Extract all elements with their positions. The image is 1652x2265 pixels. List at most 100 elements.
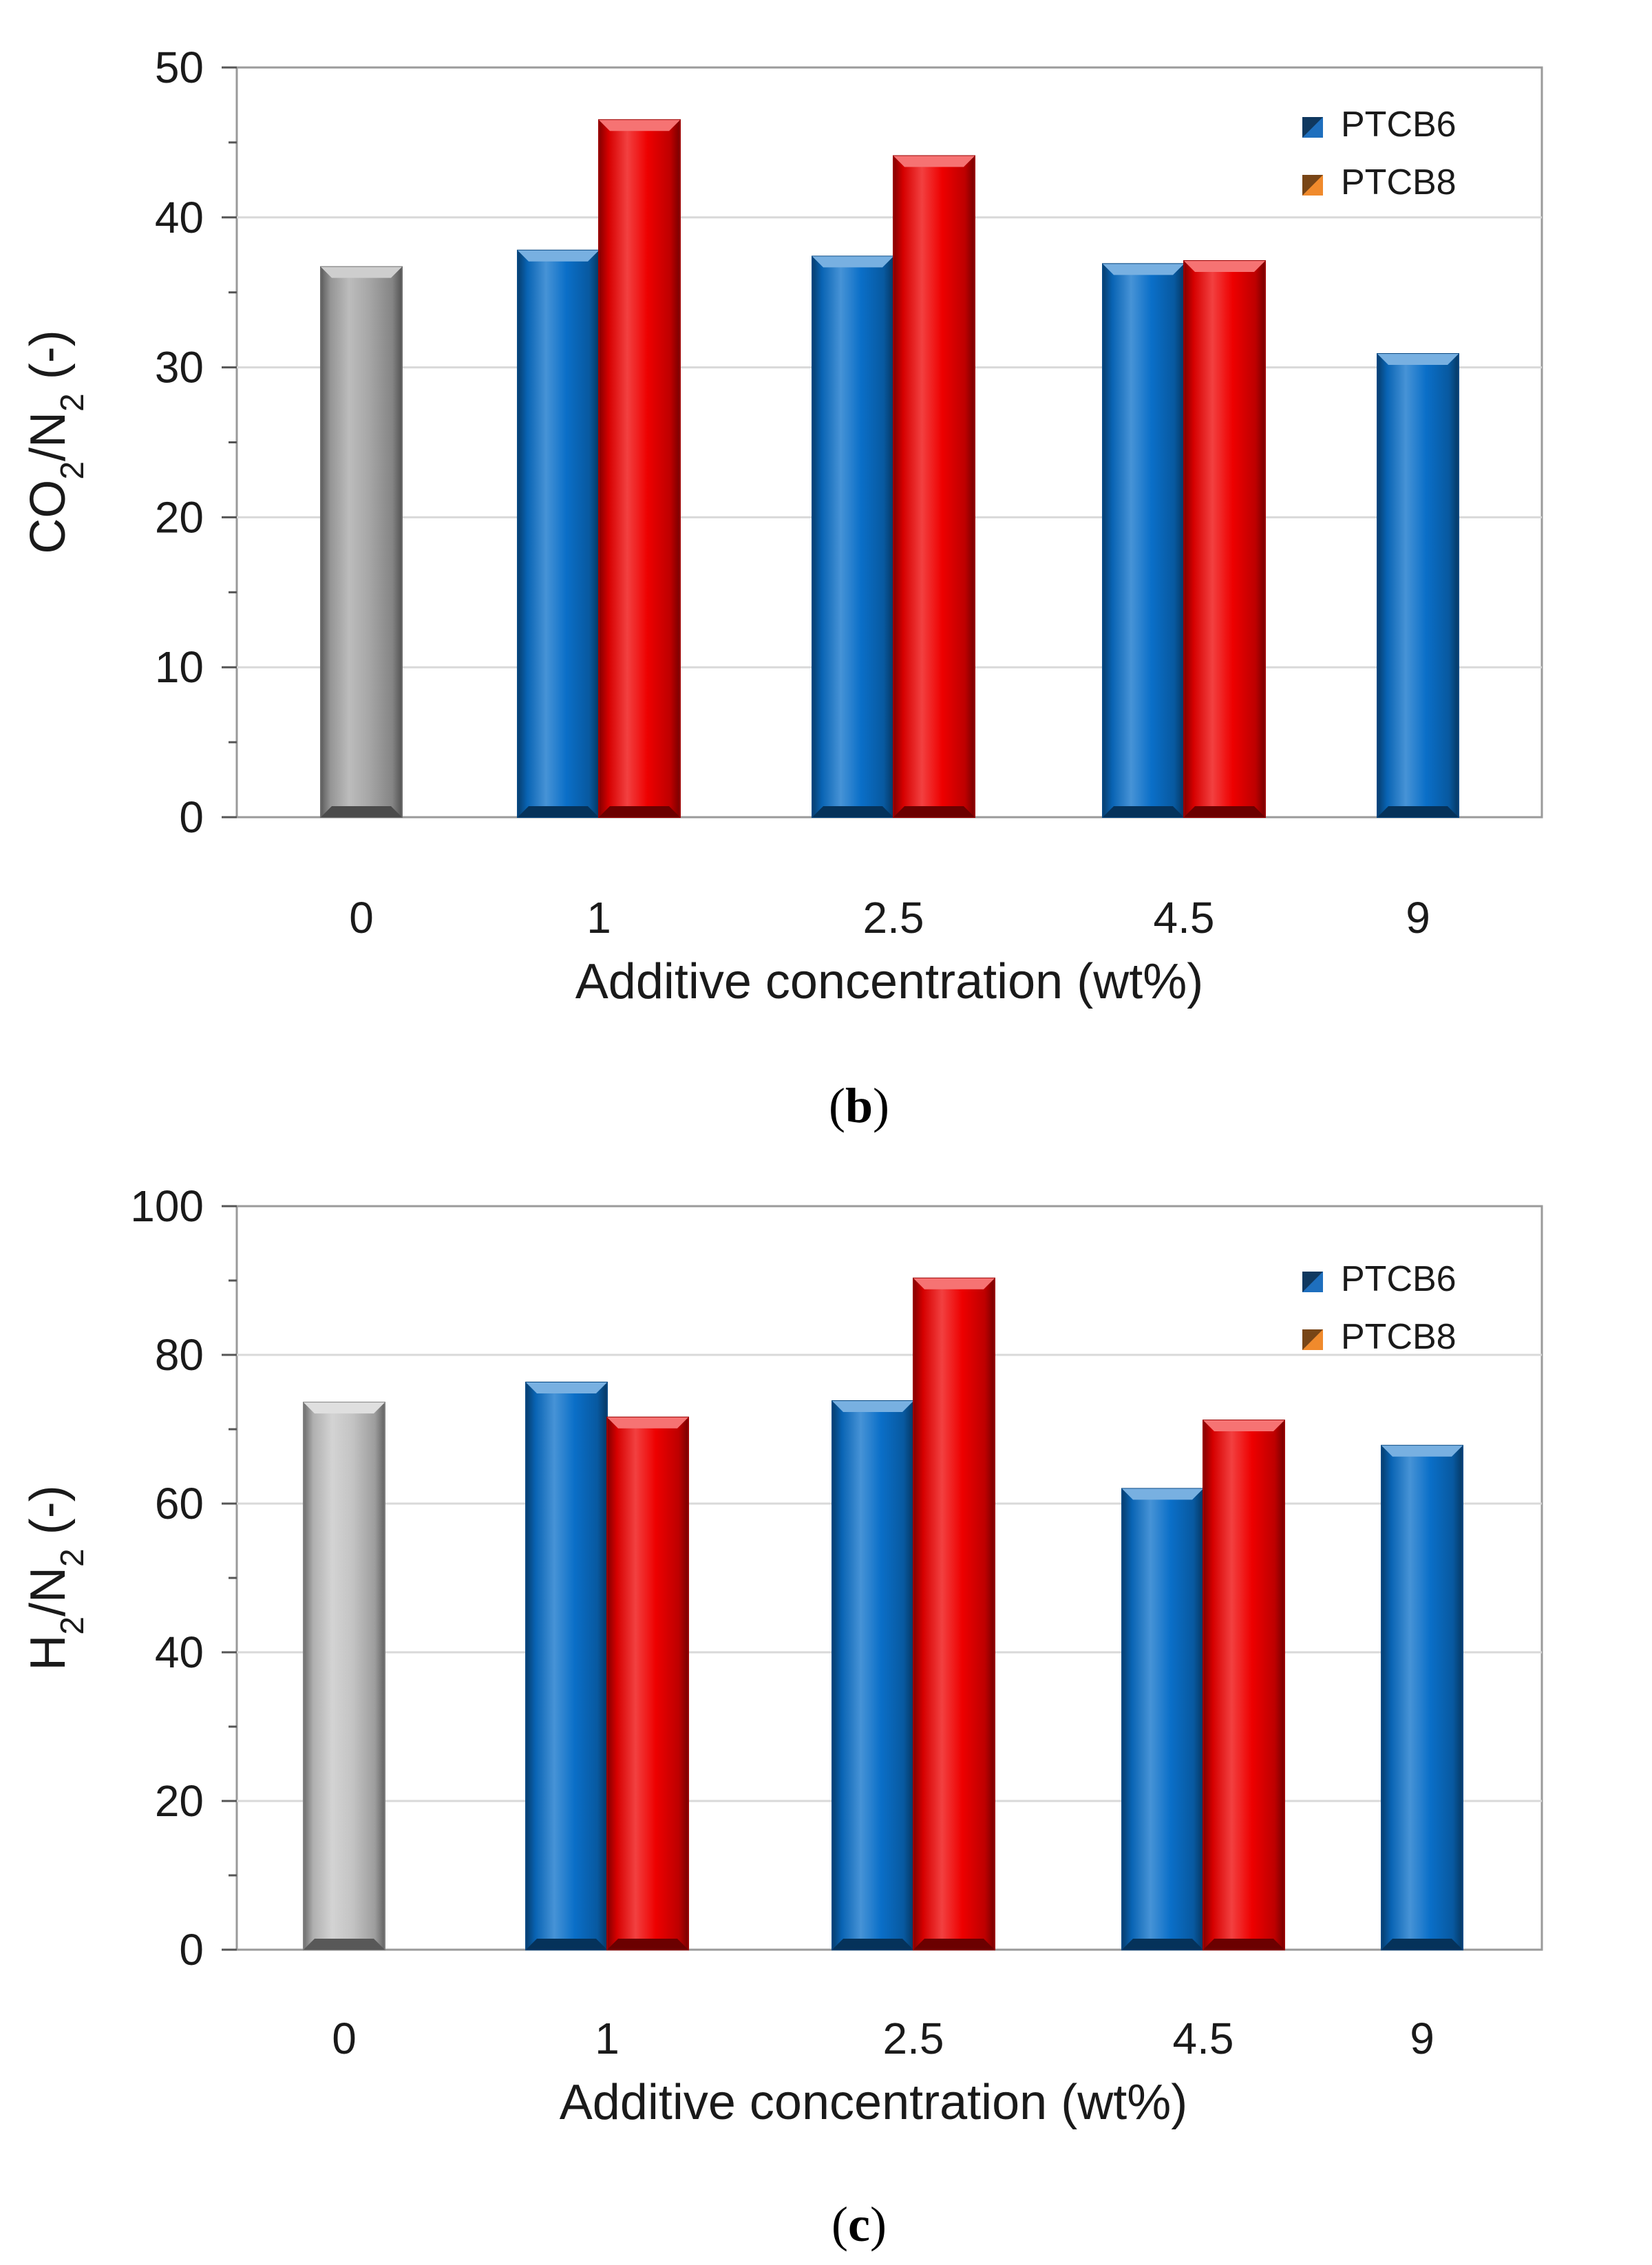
chart1-bar-body	[1203, 1420, 1285, 1951]
chart0-x-tick-label: 4.5	[1154, 893, 1215, 942]
chart0-bar-body	[812, 255, 894, 819]
chart1-bar-top-bevel	[1203, 1420, 1284, 1432]
chart1-bar-top-bevel	[1122, 1488, 1203, 1500]
chart1-y-tick-label: 40	[155, 1627, 204, 1677]
chart0-bar-neat-0	[320, 266, 403, 818]
chart0-y-tick-label: 30	[155, 343, 204, 392]
chart0-y-axis-title: CO2/N2 (-)	[21, 330, 91, 554]
chart0-bar-body	[1377, 352, 1459, 818]
chart0-bar-top-bevel	[1184, 260, 1265, 272]
chart1-legend-swatch-ptcb6	[1302, 1272, 1323, 1292]
chart1-bar-bottom-bevel	[304, 1939, 385, 1950]
chart0-bar-bottom-bevel	[1377, 806, 1459, 817]
chart0-panel-letter: b	[845, 1078, 873, 1133]
chart0-legend-swatch-shade	[1302, 175, 1323, 196]
chart1-bar-body	[913, 1277, 995, 1950]
chart0-bar-ptcb6-1	[517, 249, 600, 818]
chart0-bar-ptcb6-4.5	[1102, 263, 1185, 818]
chart1-legend-label-ptcb8: PTCB8	[1341, 1317, 1457, 1357]
chart1-panel-label: (c)	[832, 2197, 887, 2252]
chart0-bar-top-bevel	[518, 250, 599, 262]
chart1-x-tick-label: 4.5	[1173, 2014, 1234, 2063]
chart1-bar-body	[1381, 1444, 1463, 1950]
chart0-panel-paren-open: (	[829, 1078, 845, 1133]
chart0-y-axis-title-part: /N	[21, 412, 76, 461]
chart0-bar-body	[517, 249, 600, 818]
chart1-y-axis-title-part: (-)	[21, 1485, 76, 1548]
chart0-bar-ptcb6-2.5	[812, 255, 894, 819]
chart0-bar-body	[598, 119, 681, 819]
chart1-bar-top-bevel	[526, 1382, 607, 1393]
chart0-bar-top-bevel	[599, 120, 680, 131]
chart0-bar-bottom-bevel	[812, 806, 893, 817]
chart0-y-axis-title-part: (-)	[21, 330, 76, 393]
chart1-bar-ptcb6-4.5	[1121, 1488, 1204, 1950]
chart1-bar-ptcb6-9	[1381, 1444, 1463, 1950]
chart1-bar-ptcb6-2.5	[832, 1400, 914, 1950]
chart1-panel-paren-close: )	[870, 2197, 887, 2252]
chart0-panel-label: (b)	[829, 1078, 889, 1133]
chart1-y-axis-title-part: H	[21, 1635, 76, 1671]
chart0-legend: PTCB6 PTCB8	[1302, 105, 1457, 202]
chart1-bar-top-bevel	[913, 1278, 995, 1289]
chart1-bar-top-bevel	[607, 1417, 688, 1429]
chart0-y-axis-title-part: CO	[21, 480, 76, 554]
chart0-y-axis-title-part: 2	[54, 393, 91, 412]
chart1-x-tick-label: 1	[595, 2014, 620, 2063]
chart1-bar-ptcb8-4.5	[1203, 1420, 1285, 1951]
chart1-legend: PTCB6 PTCB8	[1302, 1259, 1457, 1357]
chart0-bar-ptcb8-2.5	[893, 155, 975, 818]
chart1-bar-neat-0	[303, 1402, 385, 1950]
chart0-y-tick-label: 0	[179, 792, 204, 842]
chart0-x-tick-label: 2.5	[863, 893, 924, 942]
chart0-y-tick-label: 20	[155, 492, 204, 542]
chart0: 0 10 20 30 40 50 0 1 2.5 4.5 9 Additive concentrati…	[21, 43, 1543, 1133]
chart0-bar-ptcb8-1	[598, 119, 681, 819]
chart1: 0 20 40 60 80 100 0 1 2.5 4.5 9 Additive concentrat…	[21, 1181, 1543, 2252]
chart0-bar-bottom-bevel	[893, 806, 975, 817]
chart1-y-tick-label: 100	[130, 1181, 204, 1231]
chart1-bar-bottom-bevel	[1203, 1939, 1284, 1950]
chart1-bar-body	[525, 1381, 608, 1950]
chart0-bar-body	[893, 155, 975, 818]
chart0-x-tick-label: 9	[1406, 893, 1430, 942]
chart0-bar-bottom-bevel	[1103, 806, 1184, 817]
chart1-bar-body	[832, 1400, 914, 1950]
chart1-x-tick-label: 0	[332, 2014, 357, 2063]
chart0-bar-bottom-bevel	[599, 806, 680, 817]
chart0-bar-top-bevel	[1103, 264, 1184, 275]
chart1-bar-bottom-bevel	[607, 1939, 688, 1950]
chart1-y-tick-label: 0	[179, 1925, 204, 1974]
chart0-bar-bottom-bevel	[518, 806, 599, 817]
chart1-bar-bottom-bevel	[913, 1939, 995, 1950]
chart1-y-axis-title-part: 2	[54, 1616, 91, 1635]
chart0-bar-top-bevel	[812, 256, 893, 268]
chart1-bar-ptcb8-2.5	[913, 1277, 995, 1950]
chart1-bar-bottom-bevel	[526, 1939, 607, 1950]
chart1-bar-bottom-bevel	[832, 1939, 913, 1950]
chart1-bar-top-bevel	[304, 1402, 385, 1414]
chart1-legend-label-ptcb6: PTCB6	[1341, 1259, 1457, 1299]
chart1-bar-ptcb8-1	[606, 1416, 689, 1950]
chart1-bar-top-bevel	[832, 1400, 913, 1412]
chart1-y-tick-label: 60	[155, 1479, 204, 1528]
chart1-y-axis-title-part: 2	[54, 1548, 91, 1567]
chart0-legend-swatch-ptcb6	[1302, 117, 1323, 138]
chart1-y-axis-title: H2/N2 (-)	[21, 1485, 91, 1670]
chart1-y-tick-label: 80	[155, 1330, 204, 1380]
chart0-x-axis-title: Additive concentration (wt%)	[575, 954, 1203, 1009]
chart1-bar-body	[1121, 1488, 1204, 1950]
chart0-legend-label-ptcb6: PTCB6	[1341, 105, 1457, 145]
chart0-bar-ptcb8-4.5	[1183, 260, 1266, 819]
chart1-x-tick-label: 9	[1410, 2014, 1434, 2063]
chart0-y-axis-title-part: 2	[54, 461, 91, 480]
chart0-bar-bottom-bevel	[1184, 806, 1265, 817]
chart0-bar-top-bevel	[1377, 353, 1459, 365]
chart1-legend-swatch-shade	[1302, 1329, 1323, 1350]
chart1-x-axis-title: Additive concentration (wt%)	[560, 2075, 1187, 2130]
chart1-bar-bottom-bevel	[1122, 1939, 1203, 1950]
chart1-panel-paren-open: (	[832, 2197, 848, 2252]
chart0-bar-top-bevel	[893, 156, 975, 167]
chart0-legend-swatch-ptcb8	[1302, 175, 1323, 196]
